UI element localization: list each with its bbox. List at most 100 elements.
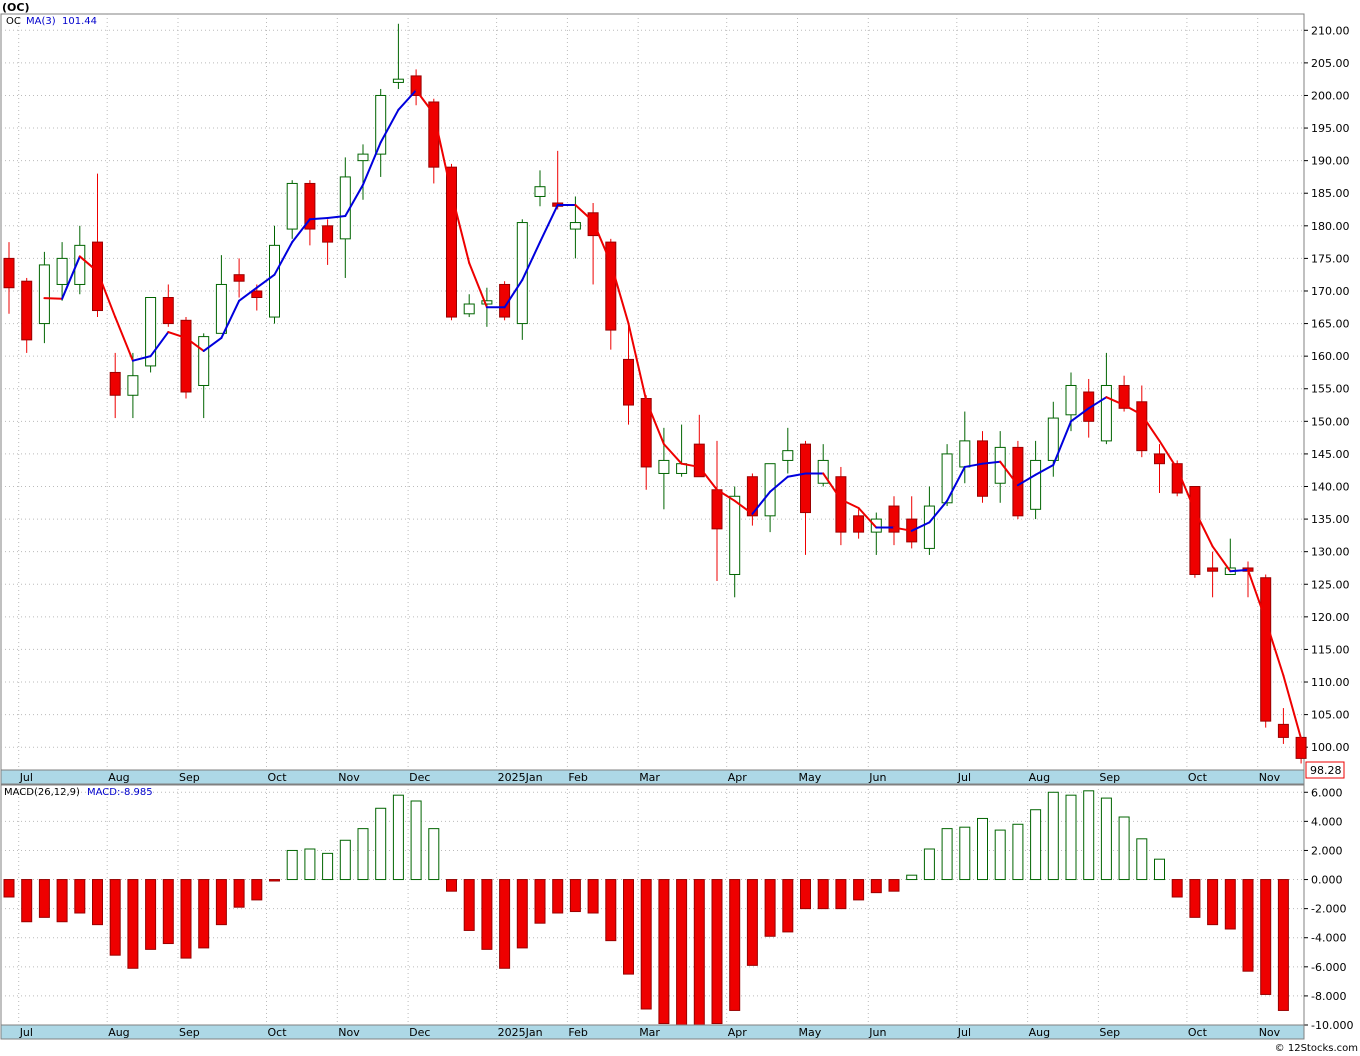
macd-month-label: Feb — [568, 1026, 587, 1039]
macd-month-label: Jul — [957, 1026, 971, 1039]
macd-bar-negative — [21, 879, 33, 923]
candle-up — [534, 186, 546, 197]
candle-down — [428, 101, 440, 168]
macd-bar-negative — [817, 879, 829, 910]
macd-grid — [1, 785, 1304, 1026]
price-y-tick-label: 125.00 — [1311, 578, 1350, 591]
macd-bar-positive — [1012, 823, 1024, 881]
ma-segment — [733, 499, 754, 515]
ma-segment — [362, 141, 382, 186]
candle-up — [764, 463, 776, 517]
ma-segment — [96, 270, 117, 319]
price-month-label: Feb — [568, 771, 587, 784]
macd-bar-negative — [215, 879, 227, 926]
macd-bar-positive — [392, 794, 404, 881]
price-y-tick-label: 205.00 — [1311, 57, 1350, 70]
macd-x-axis: Jul Aug Sep Oct Nov Dec 2025Jan Feb Mar Apr May Jun… — [0, 1024, 1305, 1040]
macd-bar-negative — [676, 879, 688, 1027]
macd-bar-negative — [853, 879, 865, 901]
price-month-label: Jun — [868, 771, 886, 784]
macd-bar-negative — [38, 879, 50, 918]
ma-segment — [344, 183, 364, 218]
macd-x-labels: Jul Aug Sep Oct Nov Dec 2025Jan Feb Mar Apr May Jun… — [19, 1026, 1281, 1039]
candle-up — [392, 78, 404, 83]
candle-up — [870, 518, 882, 533]
macd-month-label: Jun — [868, 1026, 886, 1039]
copyright-footer: © 12Stocks.com — [1275, 1043, 1358, 1054]
macd-bar-positive — [923, 848, 935, 881]
macd-bar-positive — [1136, 838, 1148, 881]
ma-segment — [450, 192, 471, 264]
macd-bar-positive — [1118, 816, 1130, 881]
macd-bar-positive — [304, 848, 316, 881]
price-y-tick-label: 130.00 — [1311, 546, 1350, 559]
candle-down — [180, 319, 192, 393]
macd-bar-negative — [446, 879, 457, 892]
macd-bar-positive — [1030, 809, 1042, 881]
candle-down — [3, 257, 15, 289]
ma-segment — [769, 475, 789, 493]
macd-bar-negative — [127, 879, 139, 969]
candle-down — [977, 440, 988, 497]
macd-bar-positive — [357, 828, 369, 881]
candle-down — [605, 241, 617, 331]
ma-segment — [238, 286, 258, 302]
price-y-tick-label: 180.00 — [1311, 220, 1350, 233]
ma-segment — [149, 331, 170, 358]
macd-y-axis: 6.000 4.000 2.000 0.000 -2.000 -4.000 -6.000 -8… — [1304, 786, 1353, 1032]
ma-segment — [1264, 619, 1285, 677]
ma-segment — [308, 216, 329, 221]
ma-segment — [1016, 473, 1037, 487]
macd-bar-negative — [92, 879, 103, 926]
macd-month-label: 2025Jan — [498, 1026, 543, 1039]
price-month-label: Sep — [1099, 771, 1120, 784]
ma-segment — [893, 526, 913, 532]
macd-bar-negative — [56, 879, 68, 923]
macd-bar-negative — [499, 879, 511, 969]
macd-bars — [3, 790, 1289, 1027]
macd-bar-positive — [375, 807, 387, 881]
candle-down — [21, 280, 33, 341]
price-y-tick-label: 190.00 — [1311, 155, 1350, 168]
price-month-label: Nov — [1259, 771, 1281, 784]
price-y-tick-label: 110.00 — [1311, 676, 1350, 689]
macd-bar-negative — [1277, 879, 1289, 1011]
ma-segment — [539, 203, 559, 244]
macd-month-label: Oct — [268, 1026, 288, 1039]
price-y-tick-label: 210.00 — [1311, 24, 1350, 37]
candle-up — [463, 303, 475, 315]
price-month-label: Dec — [409, 771, 430, 784]
price-month-label: Oct — [1188, 771, 1208, 784]
price-y-tick-label: 160.00 — [1311, 350, 1350, 363]
candle-down — [1295, 736, 1307, 759]
macd-bar-positive — [977, 817, 988, 881]
price-x-axis: Jul Aug Sep Oct Nov Dec 2025Jan Feb Mar Apr May Jun… — [0, 769, 1305, 785]
price-month-label: Apr — [728, 771, 748, 784]
macd-bar-positive — [1083, 790, 1095, 881]
ma-segment — [185, 336, 205, 352]
macd-month-label: Jul — [19, 1026, 33, 1039]
price-y-tick-label: 135.00 — [1311, 513, 1350, 526]
macd-bar-negative — [74, 879, 86, 914]
macd-bar-negative — [746, 879, 758, 966]
candle-up — [729, 495, 741, 575]
macd-bar-negative — [800, 879, 811, 910]
ma-segment — [680, 462, 701, 468]
ma-segment — [981, 460, 1002, 465]
macd-month-label: Sep — [1099, 1026, 1120, 1039]
price-y-tick-label: 100.00 — [1311, 741, 1350, 754]
macd-y-tick-label: -4.000 — [1311, 932, 1346, 945]
price-month-label: Oct — [268, 771, 288, 784]
macd-bar-negative — [1171, 879, 1183, 898]
ma-segment — [78, 255, 99, 273]
candle-up — [145, 297, 157, 367]
ma-segment — [662, 443, 683, 465]
macd-bar-positive — [959, 826, 971, 881]
candle-down — [746, 476, 758, 517]
price-x-labels: Jul Aug Sep Oct Nov Dec 2025Jan Feb Mar Apr May Jun… — [19, 771, 1281, 784]
macd-bar-negative — [180, 879, 192, 959]
macd-bar-positive — [994, 829, 1006, 881]
ma-segment — [61, 255, 81, 300]
candle-down — [853, 515, 865, 533]
